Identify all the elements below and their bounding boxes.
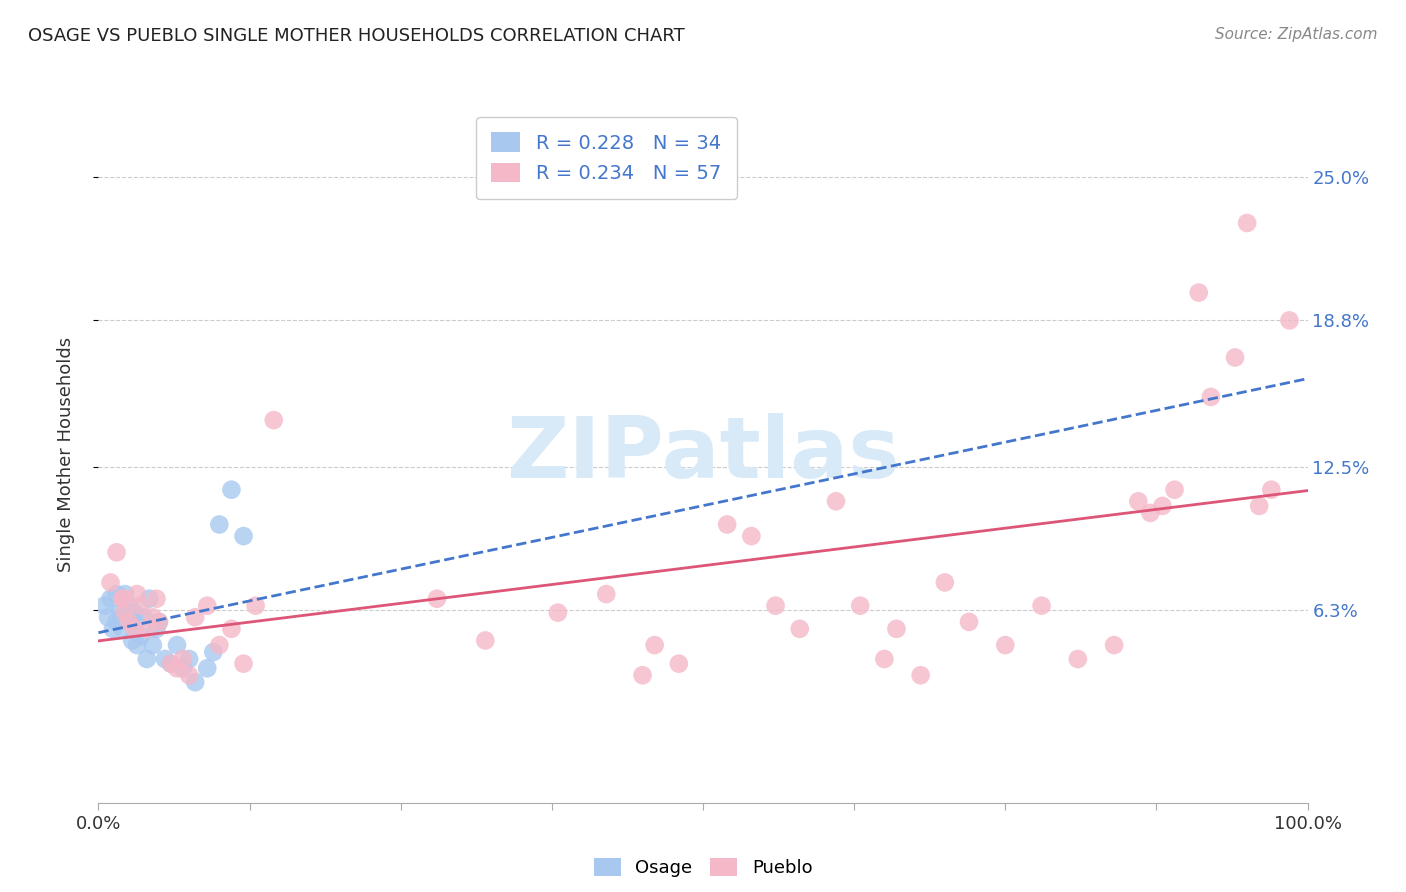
Point	[129, 629, 152, 643]
Point	[1031, 599, 1053, 613]
Point	[474, 633, 496, 648]
Point	[595, 587, 617, 601]
Point	[1236, 216, 1258, 230]
Point	[114, 606, 136, 620]
Point	[118, 615, 141, 629]
Point	[1067, 652, 1090, 666]
Point	[129, 599, 152, 613]
Point	[105, 545, 128, 559]
Point	[910, 668, 932, 682]
Point	[1278, 313, 1301, 327]
Point	[114, 587, 136, 601]
Point	[765, 599, 787, 613]
Point	[957, 615, 980, 629]
Point	[121, 633, 143, 648]
Point	[886, 622, 908, 636]
Point	[716, 517, 738, 532]
Point	[934, 575, 956, 590]
Point	[148, 615, 170, 629]
Point	[644, 638, 666, 652]
Point	[127, 587, 149, 601]
Point	[142, 638, 165, 652]
Point	[127, 638, 149, 652]
Point	[668, 657, 690, 671]
Point	[1139, 506, 1161, 520]
Point	[105, 615, 128, 629]
Point	[148, 615, 170, 629]
Point	[101, 622, 124, 636]
Point	[232, 657, 254, 671]
Point	[118, 599, 141, 613]
Point	[849, 599, 872, 613]
Point	[208, 517, 231, 532]
Point	[97, 610, 120, 624]
Point	[789, 622, 811, 636]
Point	[160, 657, 183, 671]
Point	[202, 645, 225, 659]
Point	[1188, 285, 1211, 300]
Point	[138, 591, 160, 606]
Point	[124, 606, 146, 620]
Point	[142, 610, 165, 624]
Point	[547, 606, 569, 620]
Point	[111, 591, 134, 606]
Point	[184, 610, 207, 624]
Point	[93, 599, 115, 613]
Point	[153, 652, 176, 666]
Point	[1102, 638, 1125, 652]
Point	[160, 657, 183, 671]
Point	[994, 638, 1017, 652]
Point	[221, 483, 243, 497]
Point	[135, 622, 157, 636]
Text: OSAGE VS PUEBLO SINGLE MOTHER HOUSEHOLDS CORRELATION CHART: OSAGE VS PUEBLO SINGLE MOTHER HOUSEHOLDS…	[28, 27, 685, 45]
Point	[118, 615, 141, 629]
Point	[124, 615, 146, 629]
Point	[100, 575, 122, 590]
Point	[221, 622, 243, 636]
Point	[111, 591, 134, 606]
Point	[172, 652, 194, 666]
Point	[100, 591, 122, 606]
Point	[145, 622, 167, 636]
Point	[825, 494, 848, 508]
Point	[195, 661, 218, 675]
Point	[135, 652, 157, 666]
Point	[1260, 483, 1282, 497]
Point	[1249, 499, 1271, 513]
Point	[1199, 390, 1222, 404]
Point	[111, 610, 134, 624]
Point	[232, 529, 254, 543]
Point	[111, 622, 134, 636]
Point	[184, 675, 207, 690]
Point	[208, 638, 231, 652]
Text: ZIPatlas: ZIPatlas	[506, 413, 900, 497]
Point	[134, 610, 156, 624]
Text: Source: ZipAtlas.com: Source: ZipAtlas.com	[1215, 27, 1378, 42]
Point	[172, 661, 194, 675]
Point	[631, 668, 654, 682]
Point	[1223, 351, 1246, 365]
Point	[245, 599, 267, 613]
Point	[105, 587, 128, 601]
Y-axis label: Single Mother Households: Single Mother Households	[56, 337, 75, 573]
Point	[873, 652, 896, 666]
Point	[1128, 494, 1150, 508]
Point	[166, 661, 188, 675]
Legend: Osage, Pueblo: Osage, Pueblo	[586, 850, 820, 884]
Point	[1163, 483, 1185, 497]
Point	[740, 529, 762, 543]
Point	[166, 638, 188, 652]
Point	[195, 599, 218, 613]
Point	[179, 652, 201, 666]
Point	[263, 413, 285, 427]
Point	[124, 622, 146, 636]
Point	[145, 591, 167, 606]
Point	[179, 668, 201, 682]
Point	[1152, 499, 1174, 513]
Point	[108, 606, 131, 620]
Point	[426, 591, 449, 606]
